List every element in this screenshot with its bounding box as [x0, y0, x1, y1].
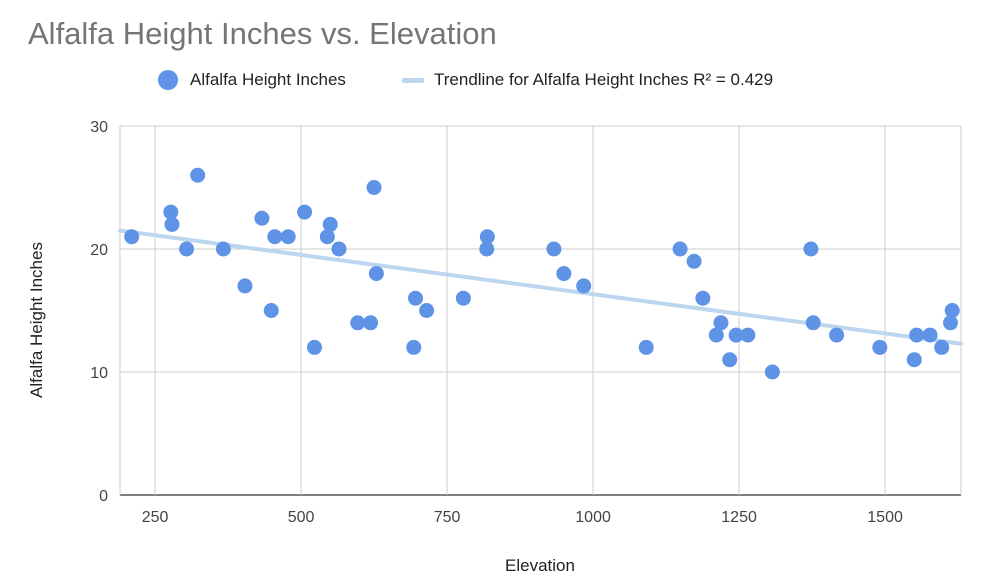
data-point	[297, 204, 313, 220]
data-point	[368, 266, 384, 282]
data-point	[906, 352, 922, 368]
data-point	[922, 327, 938, 343]
y-tick-label: 20	[90, 242, 108, 259]
data-point	[942, 315, 958, 331]
y-tick-label: 30	[90, 119, 108, 136]
data-point	[722, 352, 738, 368]
data-point	[708, 327, 724, 343]
data-point	[331, 241, 347, 257]
data-point	[944, 303, 960, 318]
data-point	[280, 229, 296, 245]
data-point	[479, 229, 495, 245]
data-point	[455, 290, 471, 306]
data-point	[163, 204, 179, 220]
data-point	[672, 241, 688, 257]
data-point	[829, 327, 845, 343]
data-point	[934, 339, 950, 355]
data-point	[805, 315, 821, 331]
x-tick-label: 1000	[575, 509, 611, 526]
legend-item-trendline[interactable]: Trendline for Alfalfa Height Inches R² =…	[402, 70, 773, 90]
data-point	[215, 241, 231, 257]
data-point	[556, 266, 572, 282]
x-tick-label: 250	[142, 509, 169, 526]
data-point	[263, 303, 279, 318]
data-point	[638, 339, 654, 355]
data-point	[419, 303, 435, 318]
x-tick-label: 500	[288, 509, 315, 526]
legend-label-points: Alfalfa Height Inches	[190, 70, 346, 89]
data-point	[366, 180, 382, 195]
data-point	[322, 216, 338, 232]
legend-item-points[interactable]: Alfalfa Height Inches	[158, 70, 346, 90]
data-point	[164, 216, 180, 232]
legend: Alfalfa Height Inches Trendline for Alfa…	[0, 70, 1000, 100]
chart-title: Alfalfa Height Inches vs. Elevation	[28, 16, 497, 51]
data-point	[686, 253, 702, 269]
data-point	[363, 315, 379, 331]
legend-line-icon	[402, 77, 424, 83]
data-point	[576, 278, 592, 294]
data-point	[408, 290, 424, 306]
y-axis-title: Alfalfa Height Inches	[27, 242, 46, 398]
data-point	[179, 241, 195, 257]
data-point	[764, 364, 780, 380]
data-point	[350, 315, 366, 331]
x-tick-label: 1500	[867, 509, 903, 526]
legend-label-trendline: Trendline for Alfalfa Height Inches R² =…	[434, 70, 774, 89]
x-tick-label: 750	[434, 509, 461, 526]
data-point	[237, 278, 253, 294]
data-point	[479, 241, 495, 257]
legend-dot-icon	[158, 70, 178, 90]
data-point	[713, 315, 729, 331]
data-point	[267, 229, 283, 245]
x-tick-label: 1250	[721, 509, 757, 526]
data-point	[124, 229, 140, 245]
data-point	[740, 327, 756, 343]
trendline	[118, 228, 963, 346]
data-point	[406, 339, 422, 355]
y-tick-label: 0	[99, 488, 108, 505]
data-point	[909, 327, 925, 343]
data-point	[728, 327, 744, 343]
data-point	[254, 210, 270, 226]
data-point	[872, 339, 888, 355]
data-point	[695, 290, 711, 306]
y-tick-label: 10	[90, 365, 108, 382]
data-point	[803, 241, 819, 257]
x-axis-title: Elevation	[505, 556, 575, 575]
data-point	[319, 229, 335, 245]
data-point	[190, 167, 206, 183]
data-point	[306, 339, 322, 355]
data-point	[546, 241, 562, 257]
